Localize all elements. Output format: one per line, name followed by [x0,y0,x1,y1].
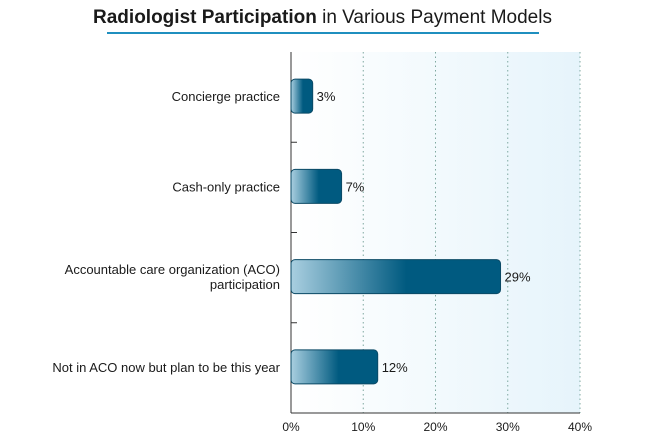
bar-value-label: 3% [317,89,336,104]
chart-title: Radiologist Participation in Various Pay… [0,6,645,30]
chart-title-bold: Radiologist Participation [93,7,317,28]
bar-value-label: 12% [382,360,408,375]
bar-value-label: 7% [346,179,365,194]
bar [290,78,314,114]
x-tick-label: 20% [423,420,447,434]
category-label: Accountable care organization (ACO) [65,262,280,277]
category-label: Cash-only practice [172,179,280,194]
bar [290,168,343,204]
category-label: participation [210,277,280,292]
bar [290,349,379,385]
chart-title-rest: in Various Payment Models [316,7,552,28]
x-tick-label: 30% [496,420,520,434]
bar-value-label: 29% [505,270,531,285]
category-label: Concierge practice [172,89,280,104]
x-tick-label: 40% [568,420,592,434]
title-underline [107,32,539,34]
x-tick-label: 10% [351,420,375,434]
bar [290,259,502,295]
x-tick-label: 0% [282,420,300,434]
category-label: Not in ACO now but plan to be this year [52,360,280,375]
